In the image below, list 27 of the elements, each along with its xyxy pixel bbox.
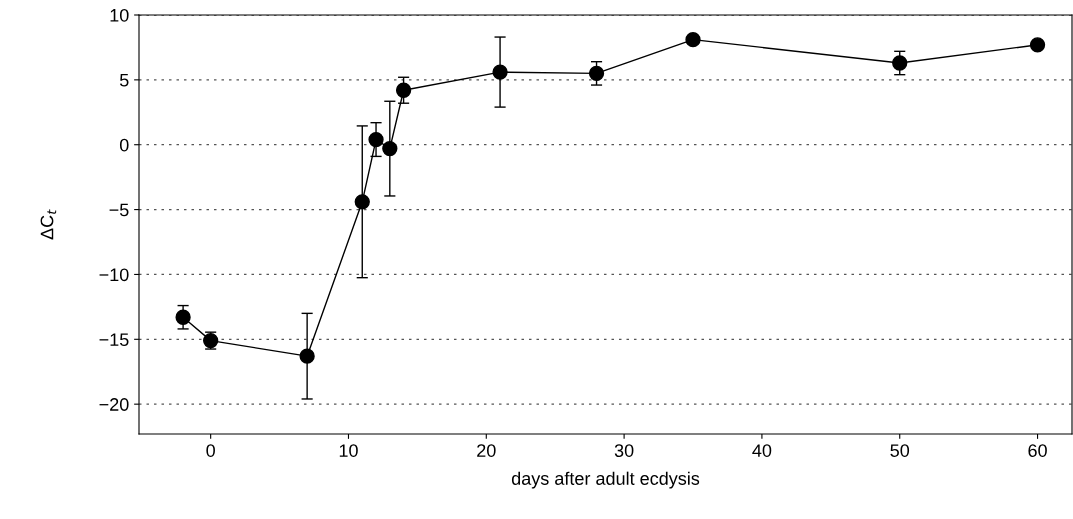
y-tick-label: −15: [99, 333, 129, 347]
y-tick-label: −20: [99, 398, 129, 411]
point: [175, 309, 191, 325]
point: [395, 82, 412, 98]
x-tick-label: 40: [752, 444, 772, 457]
point: [588, 65, 605, 82]
y-tick-label: −10: [99, 268, 129, 282]
y-tick-label: 10: [110, 8, 129, 22]
x-tick-label: 10: [339, 444, 358, 457]
point: [354, 194, 370, 210]
x-tick-label: 60: [1028, 444, 1047, 457]
point: [299, 348, 315, 364]
point: [382, 140, 398, 157]
y-tick-label: −5: [109, 203, 129, 217]
point: [892, 55, 908, 71]
point: [685, 32, 701, 48]
x-axis-title: days after adult ecdysis: [511, 471, 700, 489]
y-tick-label: 0: [119, 138, 129, 152]
point: [368, 131, 384, 148]
point: [1029, 37, 1046, 53]
y-axis-title: ΔC$_{t}$: [40, 209, 57, 240]
x-tick-label: 50: [890, 444, 910, 457]
x-tick-label: 30: [614, 444, 634, 457]
point: [492, 64, 508, 80]
x-tick-label: 0: [206, 444, 215, 457]
y-tick-label: 5: [119, 73, 129, 87]
x-tick-label: 20: [477, 444, 496, 457]
